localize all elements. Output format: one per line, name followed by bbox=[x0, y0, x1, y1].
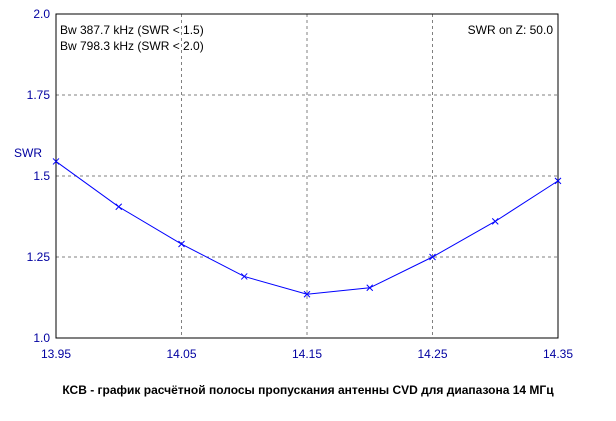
y-tick-labels: 1.0 1.25 1.5 1.75 2.0 bbox=[27, 7, 51, 345]
x-tick-labels: 13.95 14.05 14.15 14.25 14.35 bbox=[41, 347, 573, 361]
grid bbox=[56, 14, 558, 338]
data-point-marker bbox=[303, 290, 311, 298]
annotation-bw-1-5: Bw 387.7 kHz (SWR < 1.5) bbox=[60, 23, 204, 37]
y-axis-label: SWR bbox=[14, 146, 42, 160]
data-point-marker bbox=[491, 218, 499, 225]
data-point-marker bbox=[115, 203, 123, 211]
x-tick-label: 14.05 bbox=[166, 347, 196, 361]
y-tick-label: 1.25 bbox=[27, 250, 51, 264]
y-tick-label: 1.0 bbox=[33, 331, 50, 345]
y-tick-label: 1.75 bbox=[27, 88, 51, 102]
chart-caption: КСВ - график расчётной полосы пропускани… bbox=[62, 383, 554, 397]
x-tick-label: 13.95 bbox=[41, 347, 71, 361]
data-point-marker bbox=[52, 158, 60, 165]
data-point-marker bbox=[366, 284, 374, 292]
x-tick-label: 14.35 bbox=[543, 347, 573, 361]
annotation-bw-2-0: Bw 798.3 kHz (SWR < 2.0) bbox=[60, 39, 204, 53]
data-point-marker bbox=[178, 240, 185, 248]
y-tick-label: 2.0 bbox=[33, 7, 50, 21]
y-tick-label: 1.5 bbox=[33, 169, 50, 183]
x-tick-label: 14.25 bbox=[417, 347, 447, 361]
series-layer bbox=[52, 158, 562, 298]
x-tick-label: 14.15 bbox=[292, 347, 322, 361]
plot-border bbox=[55, 13, 559, 339]
annotation-swr-on-z: SWR on Z: 50.0 bbox=[468, 23, 554, 37]
data-point-marker bbox=[240, 273, 248, 280]
data-point-marker bbox=[554, 177, 562, 185]
data-point-marker bbox=[429, 253, 436, 261]
